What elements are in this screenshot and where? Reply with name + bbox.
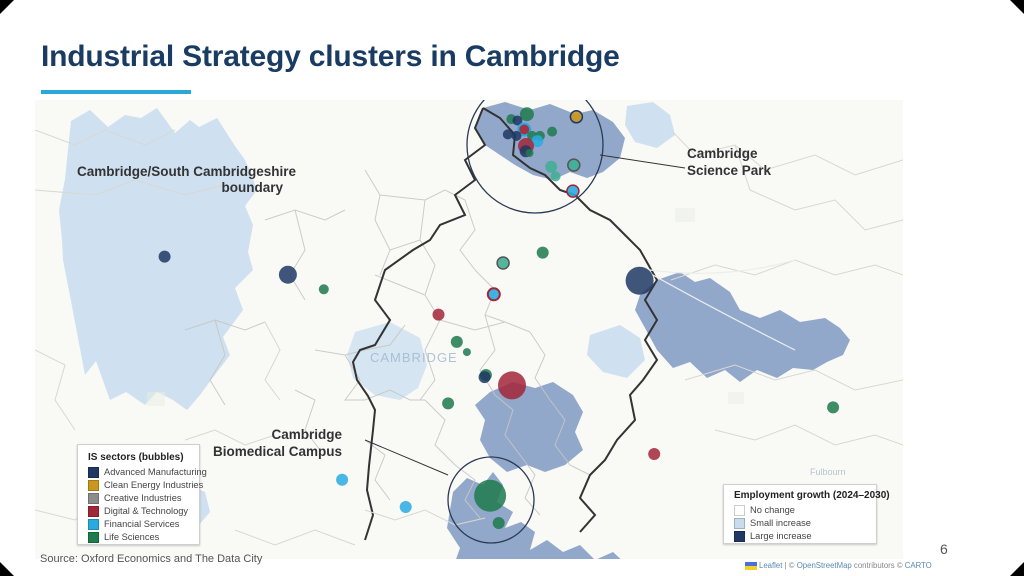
svg-text:Cambridge/South Cambridgeshire: Cambridge/South Cambridgeshire [77, 164, 297, 179]
svg-text:Biomedical Campus: Biomedical Campus [213, 444, 342, 459]
svg-text:Cambridge: Cambridge [687, 146, 758, 161]
svg-text:Fulbourn: Fulbourn [810, 467, 846, 477]
svg-text:Cambridge: Cambridge [271, 427, 342, 442]
svg-text:Science Park: Science Park [687, 163, 772, 178]
svg-text:boundary: boundary [221, 180, 283, 195]
svg-text:CAMBRIDGE: CAMBRIDGE [370, 350, 458, 365]
